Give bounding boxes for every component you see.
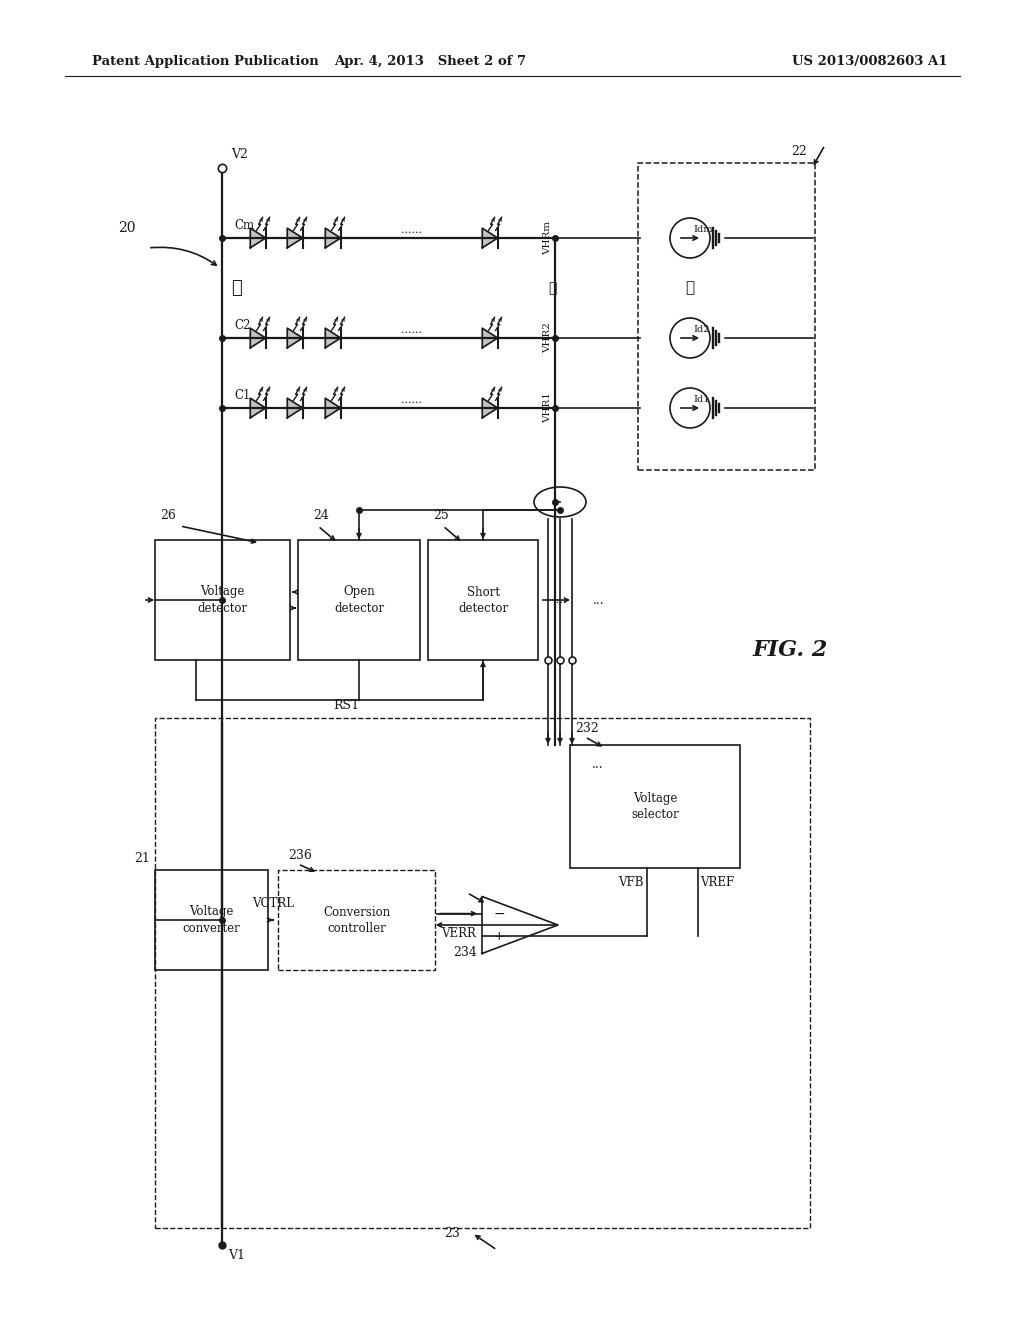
- Text: 21: 21: [134, 851, 150, 865]
- Text: C1: C1: [234, 389, 251, 403]
- Text: detector: detector: [198, 602, 248, 615]
- Bar: [155, 718, 810, 1228]
- Polygon shape: [326, 228, 341, 248]
- Text: converter: converter: [182, 921, 241, 935]
- Polygon shape: [250, 329, 265, 347]
- Text: Id2: Id2: [693, 325, 710, 334]
- Text: Short: Short: [467, 586, 500, 598]
- Text: +: +: [494, 929, 505, 942]
- Text: controller: controller: [327, 921, 386, 935]
- Text: 20: 20: [118, 220, 135, 235]
- Text: 234: 234: [454, 946, 477, 960]
- Text: Conversion: Conversion: [323, 906, 390, 919]
- Text: ......: ......: [401, 395, 423, 405]
- Bar: [638, 162, 815, 470]
- Text: Voltage: Voltage: [201, 586, 245, 598]
- Text: Apr. 4, 2013   Sheet 2 of 7: Apr. 4, 2013 Sheet 2 of 7: [334, 55, 526, 69]
- Bar: [298, 540, 420, 660]
- Text: ......: ......: [401, 325, 423, 335]
- Text: ⋮: ⋮: [548, 281, 556, 294]
- Text: Id1: Id1: [693, 395, 710, 404]
- Text: Voltage: Voltage: [189, 906, 233, 919]
- Text: 232: 232: [575, 722, 599, 735]
- Polygon shape: [288, 329, 303, 347]
- Text: ⋮: ⋮: [230, 279, 242, 297]
- Polygon shape: [482, 228, 498, 248]
- Text: 22: 22: [792, 145, 807, 158]
- Text: VHR2: VHR2: [543, 322, 552, 354]
- Text: V1: V1: [228, 1249, 245, 1262]
- Text: Voltage: Voltage: [633, 792, 677, 805]
- Text: Idm: Idm: [693, 224, 713, 234]
- Text: V2: V2: [231, 148, 248, 161]
- Bar: [428, 540, 538, 660]
- Text: detector: detector: [334, 602, 384, 615]
- Polygon shape: [482, 329, 498, 347]
- Text: VREF: VREF: [700, 876, 735, 888]
- Text: ...: ...: [556, 595, 566, 605]
- Text: ...: ...: [593, 594, 604, 606]
- Text: VERR: VERR: [441, 928, 476, 940]
- Text: detector: detector: [458, 602, 508, 615]
- Bar: [570, 744, 740, 869]
- Bar: [155, 540, 290, 660]
- Text: ...: ...: [592, 759, 603, 771]
- Polygon shape: [288, 228, 303, 248]
- Polygon shape: [288, 399, 303, 418]
- Text: 23: 23: [444, 1228, 460, 1239]
- Text: Cm: Cm: [234, 219, 254, 232]
- Text: FIG. 2: FIG. 2: [753, 639, 827, 661]
- Text: VHRm: VHRm: [543, 220, 552, 255]
- Text: ⋮: ⋮: [685, 281, 694, 294]
- Text: Open: Open: [343, 586, 375, 598]
- Text: Patent Application Publication: Patent Application Publication: [92, 55, 318, 69]
- Text: ......: ......: [401, 224, 423, 235]
- Polygon shape: [326, 399, 341, 418]
- Polygon shape: [482, 399, 498, 418]
- Text: US 2013/0082603 A1: US 2013/0082603 A1: [793, 55, 948, 69]
- Polygon shape: [326, 329, 341, 347]
- Text: VHR1: VHR1: [543, 392, 552, 424]
- Text: VFB: VFB: [618, 876, 643, 888]
- Text: VCTRL: VCTRL: [252, 898, 294, 909]
- Polygon shape: [250, 228, 265, 248]
- Bar: [155, 870, 268, 970]
- Text: 26: 26: [160, 510, 176, 521]
- Bar: [278, 870, 435, 970]
- Text: 24: 24: [313, 510, 329, 521]
- Text: 236: 236: [288, 849, 312, 862]
- Polygon shape: [250, 399, 265, 418]
- Text: C2: C2: [234, 319, 251, 333]
- Text: selector: selector: [631, 808, 679, 821]
- Text: 25: 25: [433, 510, 449, 521]
- Text: RST: RST: [334, 700, 359, 711]
- Text: −: −: [494, 907, 505, 920]
